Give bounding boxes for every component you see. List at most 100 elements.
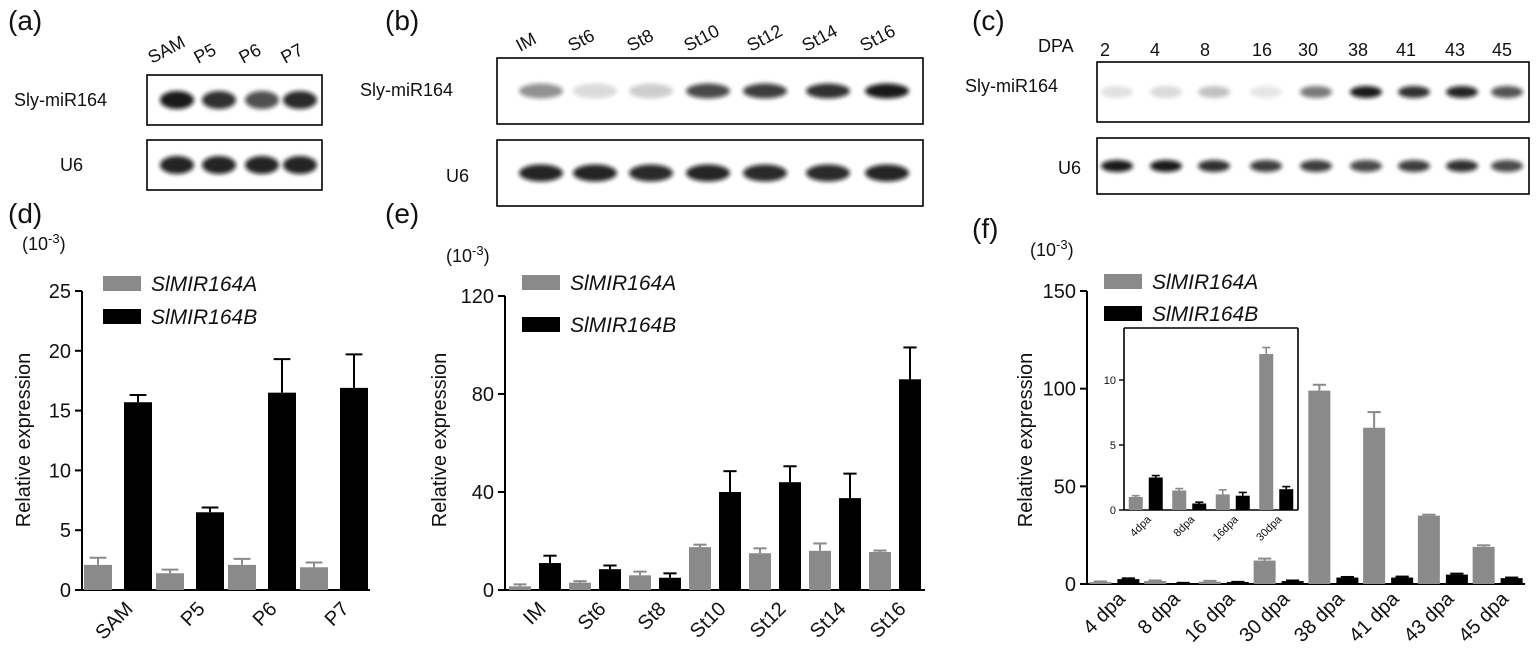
bar [228,564,256,590]
lane-label: St6 [564,25,597,55]
panel-a-lanes: SAM P5 P6 P7 [144,32,306,68]
inset-bar [1259,354,1274,510]
panel-c-letter: (c) [972,5,1005,36]
inset-bar [1148,477,1163,510]
blot-row-label: Sly-miR164 [360,80,453,100]
lane-label: St8 [623,25,656,55]
blot-band [1491,86,1523,98]
blot-band [1300,86,1332,98]
bar [300,567,328,590]
scale-label: (10-3) [1030,237,1074,260]
bar [84,564,112,590]
bar [1144,581,1167,584]
blot-a-u6 [146,139,323,191]
blot-band [519,164,563,182]
blot-band [160,91,194,109]
lane-label: 4 [1150,40,1160,60]
x-tick-label: 16 dpa [1181,587,1240,646]
bar [1089,582,1112,584]
bar [1117,579,1140,584]
blot-band [806,164,850,182]
blot-band [1250,160,1282,172]
bar [156,573,184,590]
x-tick-label: SAM [91,598,137,644]
blot-band [686,83,730,99]
y-tick-label: 5 [60,520,71,542]
lane-label: 16 [1252,40,1272,60]
blot-band [1398,86,1430,98]
inset-bar [1192,503,1207,510]
bar [569,582,591,590]
blot-band [283,91,317,109]
y-tick-label: 50 [1054,476,1076,498]
y-axis-label: Relative expression [13,353,35,528]
legend-swatch [522,275,560,290]
scale-label: (10-3) [22,231,66,254]
dpa-label: DPA [1038,36,1074,56]
blot-row-label: U6 [60,155,83,175]
inset-bar [1235,495,1250,510]
x-tick-label: 4 dpa [1079,587,1131,639]
blot-band [1446,160,1478,172]
lane-label: 30 [1298,40,1318,60]
bar [1500,578,1523,584]
inset-chart: 0 5 10 4dpa 8dpa 16dpa 30dpa [1104,327,1299,544]
x-tick-label: 43 dpa [1400,587,1459,646]
bar [340,387,368,590]
bar [869,552,891,590]
lane-label: 2 [1100,40,1110,60]
blot-band [686,164,730,182]
legend-label: SlMIR164B [1152,303,1258,326]
bar [899,379,921,590]
y-tick-label: 100 [1043,379,1076,401]
bar [779,482,801,590]
bar [1281,581,1304,584]
blot-row-label: U6 [1058,158,1081,178]
x-tick-label: 38 dpa [1290,587,1349,646]
inset-bar [1279,489,1294,510]
y-tick-label: 10 [49,460,71,482]
blot-band [160,156,194,174]
chart-e: 0 40 80 120 IM St6 St8 St10 St12 St14 St16 Relative… [429,243,925,643]
blot-band [202,91,236,109]
panel-e-letter: (e) [385,198,419,229]
inset-x-tick-label: 16dpa [1211,513,1242,544]
blot-band [573,164,617,182]
bar [196,512,224,590]
bar [1417,515,1440,584]
lane-label: St14 [798,20,840,55]
inset-y-tick-label: 5 [1110,440,1116,452]
blot-band [806,83,850,99]
y-tick-label: 15 [49,401,71,423]
bar [809,550,831,590]
x-tick-label: P7 [321,598,354,631]
blot-band [245,156,279,174]
bar [1391,577,1414,584]
lane-label: 8 [1200,40,1210,60]
y-tick-label: 0 [1065,574,1076,596]
x-tick-label: P6 [249,598,282,631]
x-tick-label: P5 [177,598,210,631]
inset-bar [1172,490,1187,510]
lane-label: P5 [190,40,219,68]
bar [1308,390,1331,584]
x-tick-label: 45 dpa [1454,587,1513,646]
blot-band [283,156,317,174]
blot-band [573,83,617,99]
panel-d-letter: (d) [8,198,42,229]
y-tick-label: 120 [461,286,494,308]
blot-band [865,83,909,99]
panel-b-letter: (b) [385,5,419,36]
legend-swatch [522,317,560,332]
y-axis-label: Relative expression [1015,353,1037,528]
y-tick-label: 0 [483,580,494,602]
blot-band [1198,86,1230,98]
blot-band [1300,160,1332,172]
blot-band [1101,160,1133,172]
lane-label: St12 [743,20,785,55]
bar [689,547,711,590]
legend-label: SlMIR164A [151,273,257,296]
blot-c-u6 [1096,137,1530,195]
